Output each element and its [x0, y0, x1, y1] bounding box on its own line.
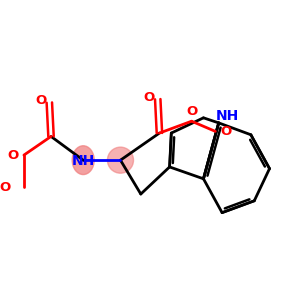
Text: O: O — [8, 148, 19, 162]
Text: O: O — [186, 106, 197, 118]
Text: O: O — [35, 94, 46, 107]
Ellipse shape — [107, 147, 134, 173]
Text: O: O — [220, 125, 232, 138]
Ellipse shape — [72, 146, 94, 175]
Text: O: O — [144, 91, 155, 104]
Text: NH: NH — [215, 109, 238, 123]
Text: NH: NH — [72, 154, 95, 168]
Text: O: O — [0, 181, 11, 194]
